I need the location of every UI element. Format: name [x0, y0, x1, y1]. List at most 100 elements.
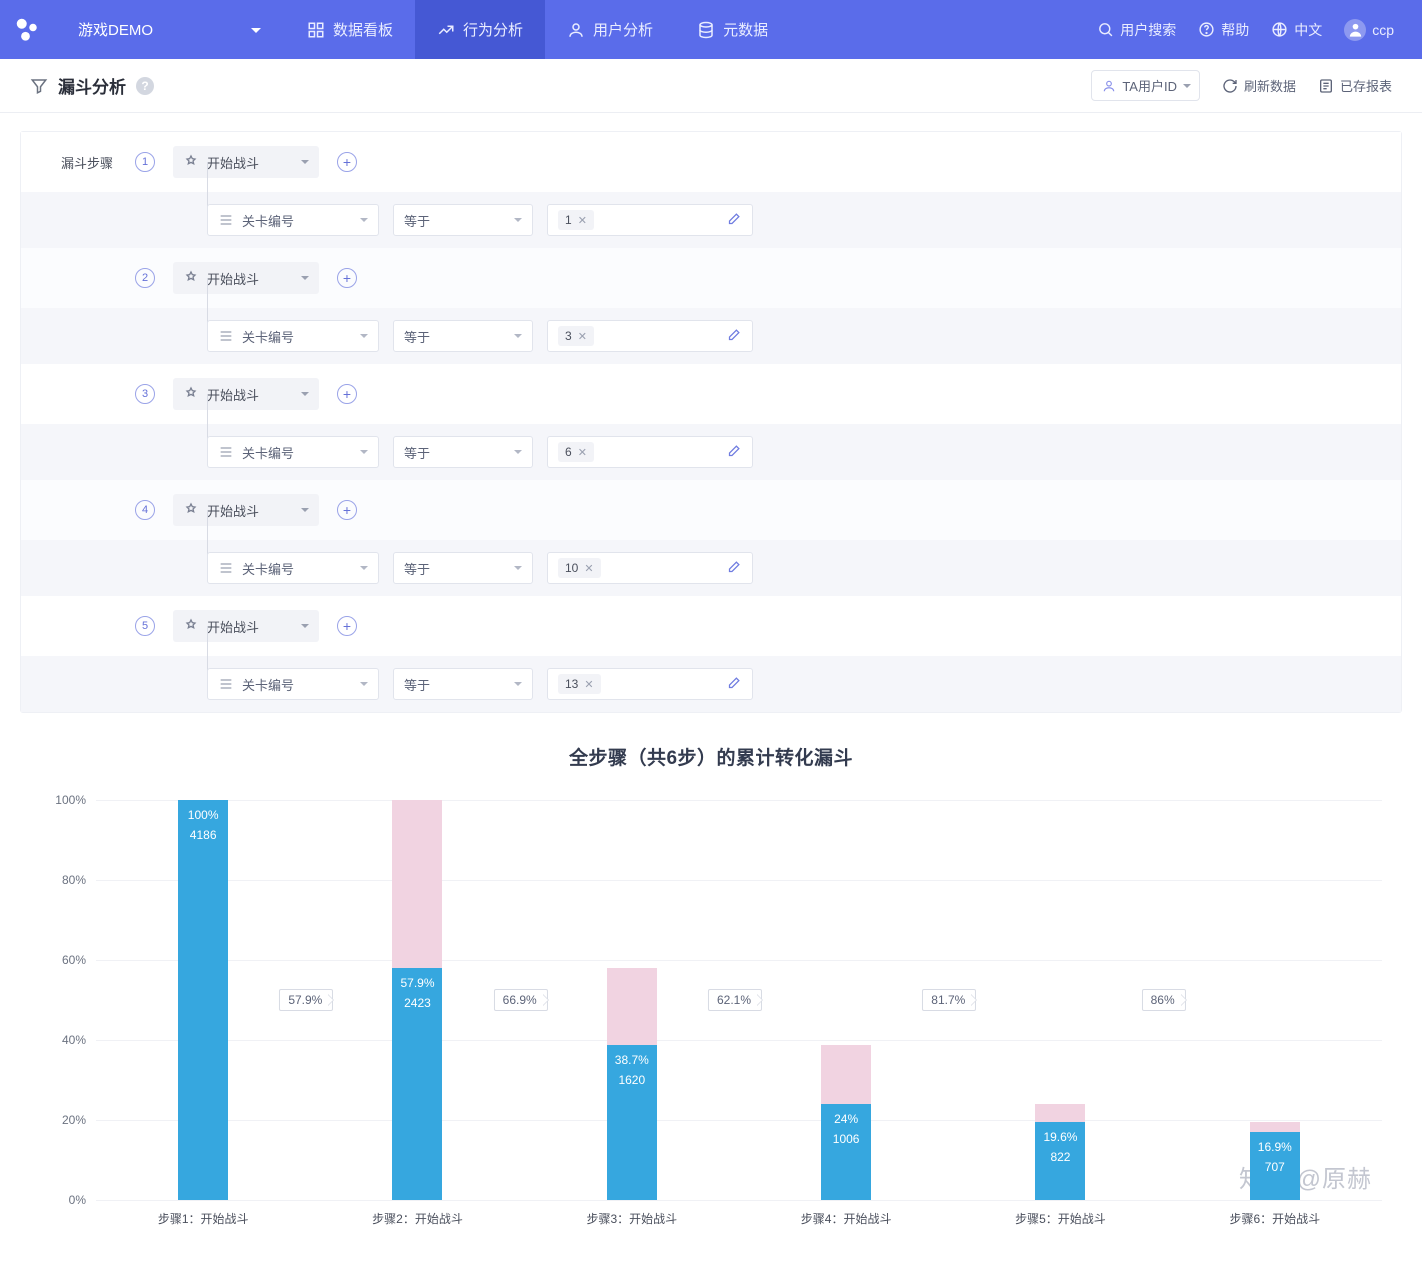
- edit-value-button[interactable]: [727, 675, 742, 693]
- add-condition-button[interactable]: +: [337, 268, 357, 288]
- bar-current: 19.6%822: [1035, 1122, 1085, 1200]
- bar-column: 66.9%38.7%1620: [525, 800, 739, 1200]
- bar-stack[interactable]: 100%4186: [178, 800, 228, 1200]
- value-input[interactable]: 13 ✕: [547, 668, 753, 700]
- saved-label: 已存报表: [1340, 76, 1392, 95]
- value-input[interactable]: 1✕: [547, 204, 753, 236]
- remove-chip-button[interactable]: ✕: [578, 446, 587, 459]
- value-chip: 3✕: [558, 326, 594, 346]
- property-select[interactable]: 关卡编号: [207, 668, 379, 700]
- operator-select[interactable]: 等于: [393, 436, 533, 468]
- edit-value-button[interactable]: [727, 559, 742, 577]
- user-search[interactable]: 用户搜索: [1097, 20, 1176, 40]
- operator-select[interactable]: 等于: [393, 204, 533, 236]
- remove-chip-button[interactable]: ✕: [584, 562, 593, 575]
- step-number: 1: [135, 152, 155, 172]
- add-condition-button[interactable]: +: [337, 152, 357, 172]
- edit-value-button[interactable]: [727, 327, 742, 345]
- saved-reports-button[interactable]: 已存报表: [1318, 76, 1392, 95]
- edit-value-button[interactable]: [727, 443, 742, 461]
- bar-pct: 57.9%: [400, 976, 434, 990]
- nav-items: 数据看板 行为分析 用户分析 元数据: [285, 0, 790, 59]
- step-block: 4 开始战斗 + 关卡编号 等于 10✕: [21, 480, 1401, 596]
- bar-current: 38.7%1620: [607, 1045, 657, 1200]
- logo-icon: [13, 15, 43, 45]
- refresh-icon: [1222, 78, 1238, 94]
- property-select[interactable]: 关卡编号: [207, 436, 379, 468]
- app-selector[interactable]: 游戏DEMO: [56, 0, 285, 59]
- add-condition-button[interactable]: +: [337, 616, 357, 636]
- nav-item-metadata[interactable]: 元数据: [675, 0, 790, 59]
- property-name: 关卡编号: [242, 675, 294, 694]
- bar-stack[interactable]: 24%1006: [821, 1045, 871, 1200]
- remove-chip-button[interactable]: ✕: [578, 214, 587, 227]
- help-dot-icon[interactable]: ?: [136, 77, 154, 95]
- edit-icon: [727, 211, 742, 226]
- database-icon: [697, 21, 715, 39]
- lang-switch[interactable]: 中文: [1271, 20, 1322, 40]
- nav-item-behavior[interactable]: 行为分析: [415, 0, 545, 59]
- list-icon: [218, 676, 234, 692]
- step-block: 漏斗步骤 1 开始战斗 + 关卡编号 等于 1✕: [21, 132, 1401, 248]
- ta-user-select[interactable]: TA用户ID: [1091, 70, 1200, 101]
- value-chip: 1✕: [558, 210, 594, 230]
- bars: 100%418657.9%57.9%242366.9%38.7%162062.1…: [96, 800, 1382, 1200]
- value-input[interactable]: 3✕: [547, 320, 753, 352]
- steps-panel: 漏斗步骤 1 开始战斗 + 关卡编号 等于 1✕ 2 开始战斗 + 关卡编号 等…: [20, 131, 1402, 713]
- bar-current: 100%4186: [178, 800, 228, 1200]
- nav-item-dashboard[interactable]: 数据看板: [285, 0, 415, 59]
- value-input[interactable]: 10 ✕: [547, 552, 753, 584]
- value-text: 10: [565, 561, 578, 575]
- edit-value-button[interactable]: [727, 211, 742, 229]
- event-icon: [183, 270, 199, 286]
- edit-icon: [727, 559, 742, 574]
- bar-count: 822: [1050, 1150, 1070, 1164]
- x-tick-label: 步骤3：开始战斗: [525, 1200, 739, 1227]
- event-icon: [183, 154, 199, 170]
- x-axis-labels: 步骤1：开始战斗步骤2：开始战斗步骤3：开始战斗步骤4：开始战斗步骤5：开始战斗…: [96, 1200, 1382, 1227]
- user-menu[interactable]: ccp: [1344, 19, 1394, 41]
- bar-stack[interactable]: 16.9%707: [1250, 1122, 1300, 1200]
- help-icon: [1198, 21, 1215, 38]
- conversion-tag: 66.9%: [494, 989, 548, 1011]
- nav-label: 中文: [1294, 20, 1322, 40]
- nav-item-user[interactable]: 用户分析: [545, 0, 675, 59]
- x-tick-label: 步骤6：开始战斗: [1168, 1200, 1382, 1227]
- step-filter: 关卡编号 等于 10 ✕: [21, 540, 1401, 596]
- operator-select[interactable]: 等于: [393, 320, 533, 352]
- step-number: 2: [135, 268, 155, 288]
- remove-chip-button[interactable]: ✕: [584, 678, 593, 691]
- sub-header: 漏斗分析 ? TA用户ID 刷新数据 已存报表: [0, 59, 1422, 113]
- value-text: 13: [565, 677, 578, 691]
- bar-pct: 100%: [188, 808, 219, 822]
- funnel-icon: [30, 77, 48, 95]
- event-icon: [183, 386, 199, 402]
- search-icon: [1097, 21, 1114, 38]
- property-name: 关卡编号: [242, 211, 294, 230]
- property-name: 关卡编号: [242, 327, 294, 346]
- brand-logo[interactable]: [0, 0, 56, 59]
- help-link[interactable]: 帮助: [1198, 20, 1249, 40]
- edit-icon: [727, 443, 742, 458]
- operator-select[interactable]: 等于: [393, 668, 533, 700]
- property-select[interactable]: 关卡编号: [207, 552, 379, 584]
- add-condition-button[interactable]: +: [337, 500, 357, 520]
- step-filter: 关卡编号 等于 1✕: [21, 192, 1401, 248]
- property-select[interactable]: 关卡编号: [207, 204, 379, 236]
- step-number: 3: [135, 384, 155, 404]
- y-tick-label: 80%: [46, 873, 86, 887]
- refresh-button[interactable]: 刷新数据: [1222, 76, 1296, 95]
- property-name: 关卡编号: [242, 443, 294, 462]
- nav-right: 用户搜索 帮助 中文 ccp: [1097, 0, 1422, 59]
- conversion-tag: 62.1%: [708, 989, 762, 1011]
- operator-select[interactable]: 等于: [393, 552, 533, 584]
- property-select[interactable]: 关卡编号: [207, 320, 379, 352]
- remove-chip-button[interactable]: ✕: [578, 330, 587, 343]
- operator-name: 等于: [404, 211, 430, 230]
- add-condition-button[interactable]: +: [337, 384, 357, 404]
- bar-stack[interactable]: 38.7%1620: [607, 968, 657, 1200]
- value-input[interactable]: 6✕: [547, 436, 753, 468]
- bar-stack[interactable]: 57.9%2423: [392, 800, 442, 1200]
- user-icon: [1102, 79, 1116, 93]
- bar-stack[interactable]: 19.6%822: [1035, 1104, 1085, 1200]
